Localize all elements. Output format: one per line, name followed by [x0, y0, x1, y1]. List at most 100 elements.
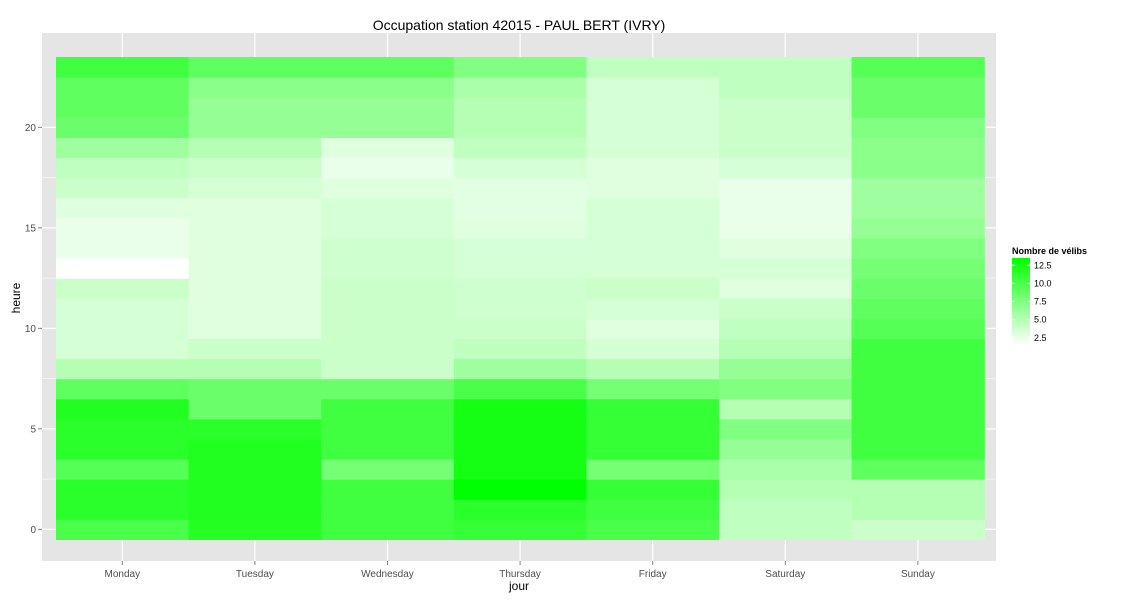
heatmap-cell [321, 57, 455, 78]
x-axis-title: jour [508, 579, 529, 593]
heatmap-cell [851, 197, 985, 219]
heatmap-cell [56, 57, 190, 78]
heatmap-cell [719, 459, 853, 480]
heatmap-cell [188, 338, 322, 360]
heatmap-cell [586, 217, 720, 239]
heatmap-cell [453, 499, 587, 520]
heatmap-cell [56, 117, 190, 138]
heatmap-cell [719, 157, 853, 179]
heatmap-cell [188, 398, 322, 420]
heatmap-cell [851, 117, 985, 138]
heatmap-cell [453, 97, 587, 118]
heatmap-cell [321, 217, 455, 239]
heatmap-cell [188, 358, 322, 380]
heatmap-cell [56, 298, 190, 319]
heatmap-cell [453, 258, 587, 279]
heatmap-cell [453, 117, 587, 138]
heatmap-cell [719, 499, 853, 520]
y-tick-label: 0 [30, 525, 36, 536]
heatmap-cell [719, 258, 853, 279]
heatmap-cell [586, 519, 720, 540]
heatmap-cell [453, 398, 587, 420]
heatmap-cell [586, 378, 720, 400]
heatmap-cell [321, 499, 455, 520]
heatmap-cell [851, 298, 985, 319]
heatmap-cell [321, 137, 455, 159]
heatmap-cell [56, 398, 190, 420]
x-axis-ticks: Monday Tuesday Wednesday Thursday Friday Satu… [105, 561, 935, 580]
heatmap-cell [719, 338, 853, 360]
heatmap-cell [851, 378, 985, 400]
heatmap-cell [719, 519, 853, 540]
heatmap-cell [851, 459, 985, 480]
heatmap-cell [56, 358, 190, 380]
heatmap-cell [321, 298, 455, 319]
heatmap-cell [586, 258, 720, 279]
heatmap-cell [851, 137, 985, 159]
heatmap-cell [586, 157, 720, 179]
heatmap-cell [453, 217, 587, 239]
heatmap-cell [453, 278, 587, 299]
heatmap-cell [719, 217, 853, 239]
y-axis-ticks: 0 5 10 15 20 [25, 123, 42, 536]
heatmap-cell [56, 479, 190, 500]
heatmap-cell [719, 318, 853, 339]
heatmap-cell [719, 438, 853, 460]
heatmap-cell [586, 479, 720, 500]
heatmap-cell [56, 157, 190, 179]
heatmap-cell [851, 237, 985, 259]
heatmap-cell [321, 77, 455, 98]
heatmap-cell [719, 358, 853, 380]
heatmap-cell [586, 499, 720, 520]
heatmap-cell [321, 519, 455, 540]
heatmap-cell [188, 157, 322, 179]
heatmap-cell [586, 97, 720, 118]
heatmap-cell [586, 137, 720, 159]
heatmap-cell [851, 258, 985, 279]
heatmap-cell [321, 338, 455, 360]
heatmap-cell [321, 197, 455, 219]
heatmap-cell [56, 177, 190, 199]
heatmap-cell [56, 438, 190, 460]
legend-title: Nombre de vélibs [1012, 246, 1087, 256]
legend-tick-label: 2.5 [1034, 333, 1047, 343]
heatmap-cell [56, 338, 190, 360]
heatmap-cell [851, 157, 985, 179]
heatmap-cell [321, 438, 455, 460]
heatmap-cell [851, 57, 985, 78]
heatmap-cell [719, 298, 853, 319]
legend-tick-label: 7.5 [1034, 297, 1047, 307]
heatmap-cell [851, 177, 985, 199]
legend-colorbar [1012, 258, 1030, 345]
heatmap-cell [321, 459, 455, 480]
heatmap-cell [586, 278, 720, 299]
x-tick-label: Wednesday [361, 569, 414, 580]
heatmap-cell [719, 237, 853, 259]
heatmap-cell [56, 258, 190, 279]
heatmap-cell [56, 77, 190, 98]
heatmap-cell [321, 378, 455, 400]
heatmap-cell [851, 77, 985, 98]
heatmap-cell [453, 519, 587, 540]
heatmap-cell [586, 57, 720, 78]
heatmap-cell [719, 378, 853, 400]
x-tick-label: Friday [639, 569, 667, 580]
heatmap-cell [188, 278, 322, 299]
chart-title: Occupation station 42015 - PAUL BERT (IV… [373, 17, 666, 33]
heatmap-cell [56, 278, 190, 299]
y-tick-label: 10 [25, 324, 37, 335]
heatmap-cell [851, 318, 985, 339]
heatmap-cell [586, 197, 720, 219]
heatmap-cell [719, 418, 853, 440]
heatmap-cell [851, 418, 985, 440]
heatmap-cell [56, 237, 190, 259]
heatmap-cell [188, 479, 322, 500]
heatmap-cell [719, 137, 853, 159]
heatmap-cell [586, 77, 720, 98]
heatmap-cell [56, 197, 190, 219]
heatmap-cell [188, 117, 322, 138]
y-tick-label: 20 [25, 123, 37, 134]
heatmap-cell [719, 117, 853, 138]
heatmap-cell [453, 298, 587, 319]
heatmap-cell [453, 57, 587, 78]
